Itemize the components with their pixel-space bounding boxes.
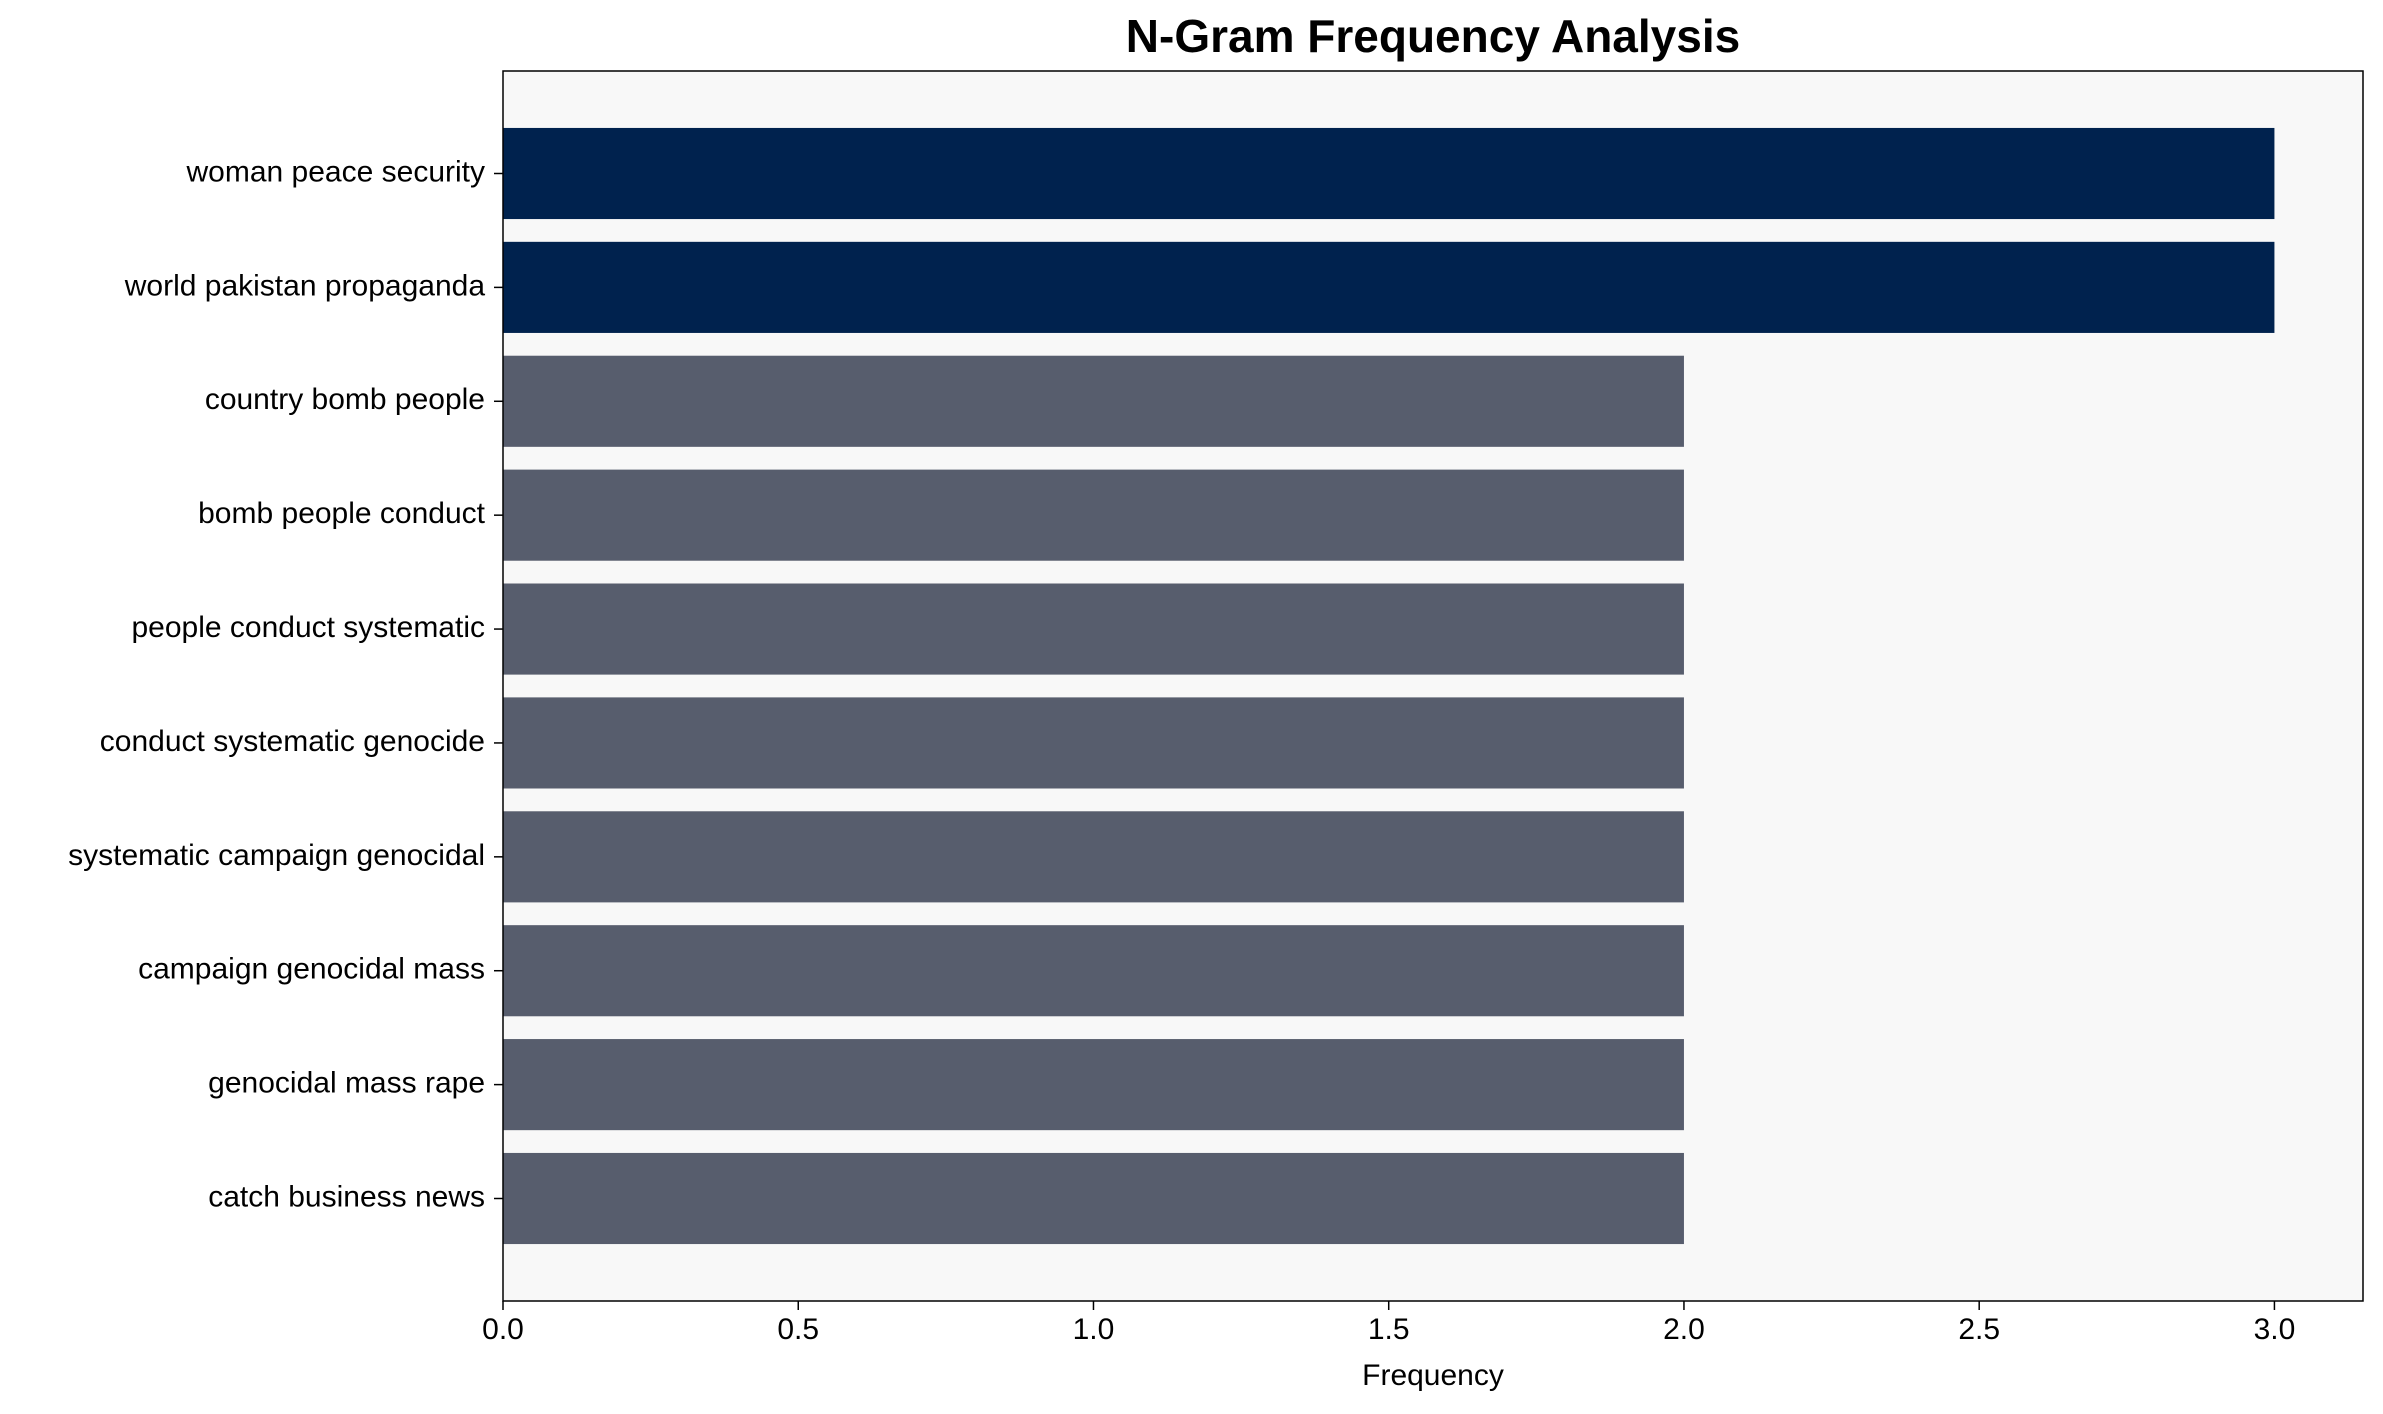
bar [503, 241, 2275, 333]
x-tick-label: 3.0 [2254, 1313, 2296, 1346]
plot-frame [502, 70, 2364, 1302]
y-tick-label: catch business news [208, 1180, 485, 1213]
bar [503, 355, 1684, 447]
y-tick-label: woman peace security [186, 155, 485, 188]
x-tick-label: 0.5 [777, 1313, 819, 1346]
x-tick-label: 1.5 [1368, 1313, 1410, 1346]
y-tick-label: people conduct systematic [131, 611, 485, 644]
x-tick-label: 2.5 [1958, 1313, 2000, 1346]
bar [503, 1152, 1684, 1245]
bar [503, 811, 1684, 903]
x-axis-label: Frequency [1362, 1359, 1504, 1392]
y-tick-label: systematic campaign genocidal [68, 839, 485, 872]
x-tick-label: 0.0 [482, 1313, 524, 1346]
y-tick-label: conduct systematic genocide [100, 725, 485, 758]
bar [503, 469, 1684, 561]
bar [503, 697, 1684, 789]
bar [503, 583, 1684, 675]
x-tick-label: 2.0 [1663, 1313, 1705, 1346]
bar [503, 925, 1684, 1017]
x-tick-label: 1.0 [1073, 1313, 1115, 1346]
y-tick-label: genocidal mass rape [208, 1067, 485, 1100]
chart-title: N-Gram Frequency Analysis [1126, 10, 1740, 62]
y-tick-label: campaign genocidal mass [138, 953, 485, 986]
y-tick-label: world pakistan propaganda [124, 269, 486, 302]
y-tick-label: bomb people conduct [198, 497, 486, 530]
y-tick-label: country bomb people [205, 383, 485, 416]
bar [503, 1039, 1684, 1131]
bar [503, 127, 2275, 220]
